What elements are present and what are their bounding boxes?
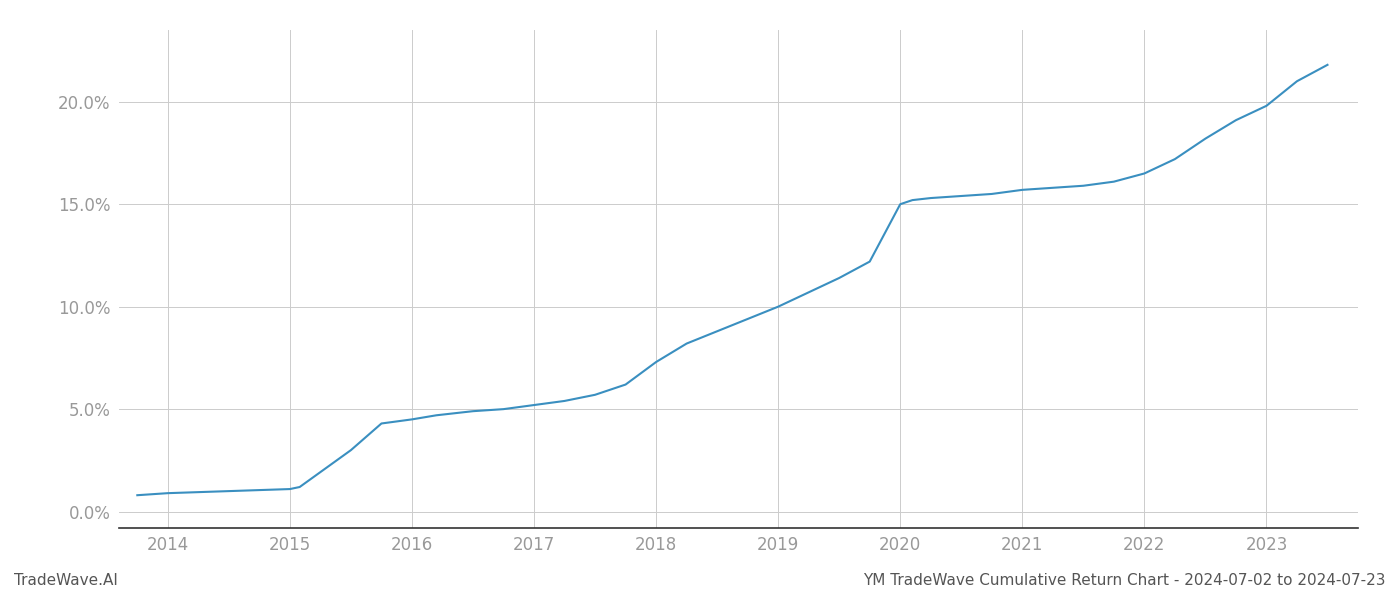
Text: TradeWave.AI: TradeWave.AI bbox=[14, 573, 118, 588]
Text: YM TradeWave Cumulative Return Chart - 2024-07-02 to 2024-07-23: YM TradeWave Cumulative Return Chart - 2… bbox=[864, 573, 1386, 588]
